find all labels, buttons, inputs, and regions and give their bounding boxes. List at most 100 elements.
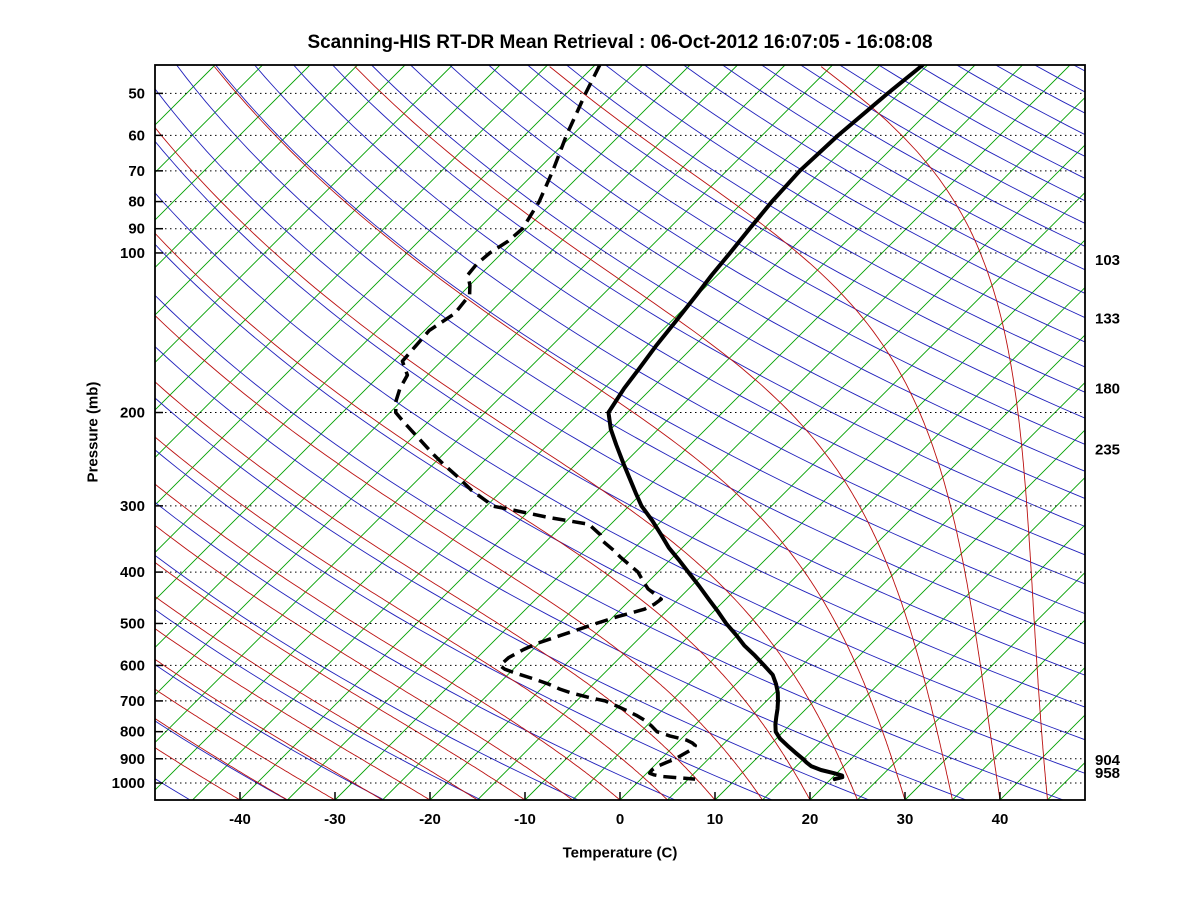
isotherm-line <box>619 334 1085 800</box>
moist-adiabat-line <box>155 381 716 800</box>
moist-adiabat-line <box>155 628 431 800</box>
dry-adiabat-line <box>155 501 676 800</box>
x-tick-label: -40 <box>229 811 251 828</box>
y-tick-label: 500 <box>120 615 145 632</box>
dry-adiabat-line <box>1034 65 1085 93</box>
x-tick-label: -20 <box>419 811 441 828</box>
dry-adiabat-line <box>155 449 773 800</box>
y-tick-label: 200 <box>120 405 145 422</box>
y-tick-label: 900 <box>120 751 145 768</box>
isotherm-line <box>155 65 548 459</box>
right-axis-label: 904 <box>1095 752 1121 769</box>
right-axis-label: 958 <box>1095 765 1120 782</box>
isotherm-line <box>524 239 1085 800</box>
moist-adiabat-line <box>155 314 763 800</box>
dry-adiabat-line <box>995 65 1085 114</box>
dry-adiabat-line <box>800 65 1085 224</box>
dry-adiabat-line <box>683 65 1085 294</box>
isotherm-line <box>857 571 1085 800</box>
y-tick-label: 800 <box>120 724 145 741</box>
moist-adiabat-line <box>155 596 478 800</box>
moist-adiabat-line <box>155 747 241 800</box>
isotherm-line <box>155 65 358 269</box>
dry-adiabat-line <box>155 720 288 800</box>
dry-adiabat-line <box>155 664 385 800</box>
isotherm-line <box>477 191 1085 800</box>
y-tick-label: 70 <box>128 163 145 180</box>
x-tick-label: 0 <box>616 811 624 828</box>
dry-adiabat-line <box>155 345 967 800</box>
moist-adiabat-line <box>155 436 668 800</box>
isotherm-line <box>155 65 216 126</box>
dry-adiabat-line <box>176 65 1085 645</box>
isotherm-line <box>1047 761 1085 800</box>
moist-adiabat-line <box>549 66 1001 800</box>
isotherm-line <box>762 476 1085 800</box>
x-tick-label: 40 <box>992 811 1009 828</box>
isotherm-line <box>334 65 1071 800</box>
dry-adiabat-line <box>155 608 482 800</box>
right-axis-label: 133 <box>1095 311 1120 328</box>
isotherm-line <box>429 144 1085 800</box>
right-axis-label: 103 <box>1095 252 1120 269</box>
moist-adiabat-line <box>155 483 621 800</box>
moist-adiabat-line <box>214 66 906 800</box>
moist-adiabat-line <box>155 561 526 800</box>
isotherm-line <box>904 619 1085 800</box>
y-tick-label: 80 <box>128 194 145 211</box>
isotherm-line <box>287 65 1023 800</box>
dry-adiabat-line <box>722 65 1085 271</box>
dry-adiabat-line <box>449 65 1085 445</box>
isotherm-line <box>714 429 1085 800</box>
moist-adiabat-line <box>155 126 858 800</box>
x-tick-label: 10 <box>707 811 724 828</box>
moist-adiabat-line <box>155 232 811 800</box>
dew_point-curve <box>393 65 698 781</box>
isotherm-line <box>809 524 1085 800</box>
dry-adiabat-line <box>410 65 1085 472</box>
x-tick-label: -10 <box>514 811 536 828</box>
dry-adiabat-line <box>155 140 1085 708</box>
dry-adiabat-line <box>293 65 1085 556</box>
dry-adiabat-line <box>155 294 1064 800</box>
isotherm-line <box>155 65 786 696</box>
dry-adiabat-line <box>332 65 1085 527</box>
dry-adiabat-line <box>254 65 1085 585</box>
y-tick-label: 400 <box>120 564 145 581</box>
dry-adiabat-line <box>155 778 191 800</box>
isotherm-line <box>155 65 881 791</box>
isotherm-line <box>155 65 643 554</box>
temperature-curve <box>606 65 925 782</box>
isotherm-line <box>155 65 738 649</box>
isotherm-line <box>999 714 1085 800</box>
y-tick-label: 50 <box>128 85 145 102</box>
chart-title: Scanning-HIS RT-DR Mean Retrieval : 06-O… <box>307 32 933 53</box>
dry-adiabat-line <box>1073 65 1085 72</box>
dry-adiabat-line <box>155 397 870 800</box>
dry-adiabat-line <box>1113 65 1200 800</box>
x-tick-label: 30 <box>897 811 914 828</box>
isotherm-line <box>155 65 501 411</box>
dry-adiabat-line <box>155 554 579 800</box>
x-tick-label: -30 <box>324 811 346 828</box>
dry-adiabat-line <box>488 65 1085 419</box>
x-tick-label: 20 <box>802 811 819 828</box>
y-tick-label: 60 <box>128 127 145 144</box>
isotherm-line <box>667 381 1085 800</box>
x-axis-label: Temperature (C) <box>562 844 678 862</box>
dry-adiabat-line <box>155 88 1085 676</box>
dry-adiabat-line <box>155 192 1085 741</box>
isotherm-line <box>952 666 1085 800</box>
y-tick-label: 90 <box>128 221 145 238</box>
right-axis-label: 180 <box>1095 380 1120 397</box>
dry-adiabat-line <box>566 65 1085 368</box>
isotherm-line <box>155 65 311 221</box>
isotherm-line <box>572 286 1085 800</box>
isotherm-line <box>155 65 596 506</box>
moist-adiabat-line <box>820 66 1048 800</box>
dry-adiabat-line <box>839 65 1085 202</box>
isotherm-line <box>192 65 928 800</box>
dry-adiabat-line <box>1152 65 1200 800</box>
